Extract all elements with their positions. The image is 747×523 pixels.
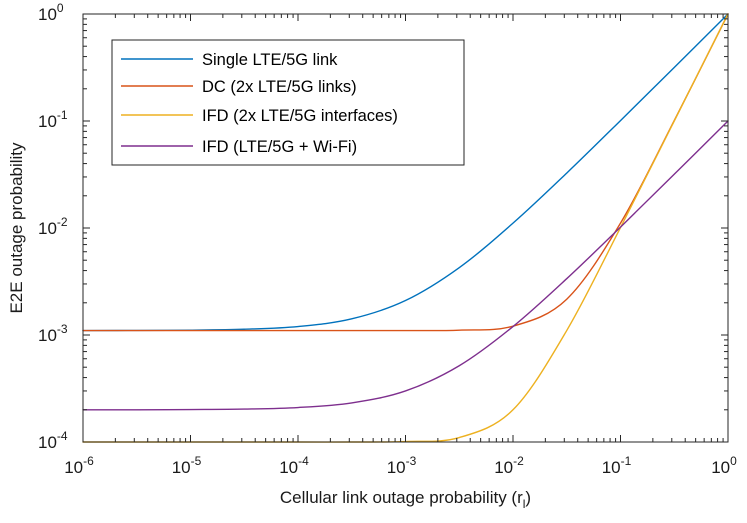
x-tick-base: 10 xyxy=(387,458,406,477)
x-tick-base: 10 xyxy=(602,458,621,477)
x-tick-label: 10-5 xyxy=(172,454,202,477)
y-tick-exponent: -3 xyxy=(57,322,68,336)
x-tick-exponent: -1 xyxy=(621,454,632,468)
x-tick-exponent: -3 xyxy=(406,454,417,468)
x-tick-label: 10-2 xyxy=(494,454,524,477)
y-tick-base: 10 xyxy=(38,112,57,131)
x-tick-exponent: -4 xyxy=(298,454,309,468)
x-tick-base: 10 xyxy=(279,458,298,477)
x-axis-title-suffix: ) xyxy=(525,488,531,507)
x-tick-base: 10 xyxy=(494,458,513,477)
x-tick-label: 100 xyxy=(711,454,737,477)
x-tick-exponent: -6 xyxy=(83,454,94,468)
ticks-layer xyxy=(82,13,729,443)
y-tick-label: 10-2 xyxy=(38,215,68,238)
x-tick-label: 10-6 xyxy=(64,454,94,477)
x-tick-label: 10-4 xyxy=(279,454,309,477)
y-tick-base: 10 xyxy=(38,326,57,345)
x-axis-title-subscript: l xyxy=(523,497,526,511)
tick-labels-layer: 10-6 10-5 10-4 10-3 10-2 10-1 10010-410-310-21… xyxy=(38,1,737,477)
x-tick-exponent: -5 xyxy=(191,454,202,468)
legend-label-2: DC (2x LTE/5G links) xyxy=(202,78,357,96)
x-axis-title: Cellular link outage probability (rl) xyxy=(280,488,531,511)
y-tick-base: 10 xyxy=(38,5,57,24)
y-tick-exponent: 0 xyxy=(57,1,64,15)
legend-label-1: Single LTE/5G link xyxy=(202,51,338,69)
y-tick-exponent: -4 xyxy=(57,429,68,443)
y-tick-exponent: -1 xyxy=(57,108,68,122)
y-axis-title: E2E outage probability xyxy=(7,142,26,314)
legend-label-3: IFD (2x LTE/5G interfaces) xyxy=(202,107,398,125)
legend: Single LTE/5G link DC (2x LTE/5G links) IF… xyxy=(111,39,465,166)
y-tick-label: 10-4 xyxy=(38,429,68,452)
x-tick-label: 10-1 xyxy=(602,454,632,477)
x-tick-exponent: 0 xyxy=(730,454,737,468)
x-tick-base: 10 xyxy=(172,458,191,477)
legend-label-4: IFD (LTE/5G + Wi-Fi) xyxy=(202,138,357,156)
legend-box xyxy=(111,39,465,166)
series-line-4 xyxy=(82,120,729,411)
y-tick-label: 100 xyxy=(38,1,64,24)
x-axis-title-main: Cellular link outage probability (r xyxy=(280,488,523,507)
x-tick-base: 10 xyxy=(711,458,730,477)
y-tick-base: 10 xyxy=(38,219,57,238)
x-tick-label: 10-3 xyxy=(387,454,417,477)
x-tick-base: 10 xyxy=(64,458,83,477)
y-tick-base: 10 xyxy=(38,433,57,452)
y-tick-label: 10-1 xyxy=(38,108,68,131)
y-tick-exponent: -2 xyxy=(57,215,68,229)
y-tick-label: 10-3 xyxy=(38,322,68,345)
x-tick-exponent: -2 xyxy=(513,454,524,468)
legend-entries: Single LTE/5G link DC (2x LTE/5G links) IF… xyxy=(121,51,398,156)
plot-area-border xyxy=(82,13,729,443)
